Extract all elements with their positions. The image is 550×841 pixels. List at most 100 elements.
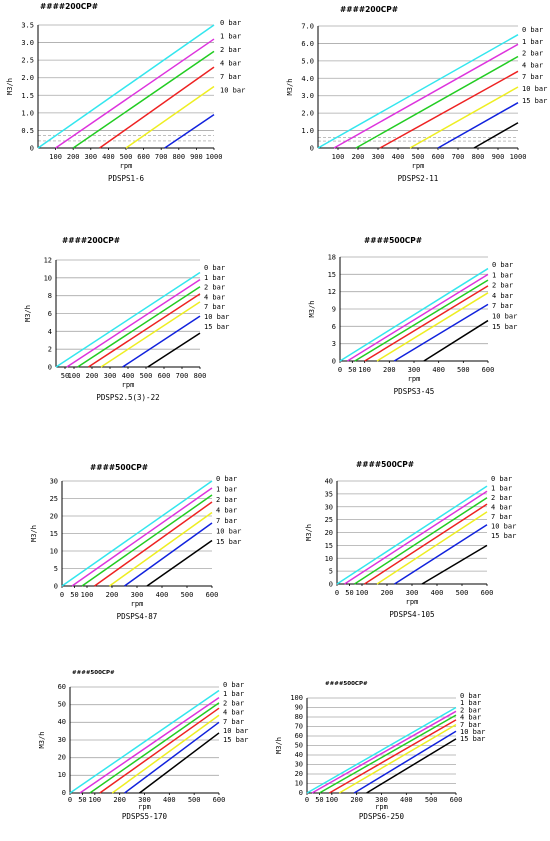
y-axis-label: M3/h	[24, 305, 32, 322]
y-tick-label: 2	[48, 346, 52, 354]
x-tick-label: 100	[49, 153, 62, 161]
y-tick-label: 40	[58, 718, 66, 726]
x-tick-label: 100	[68, 372, 81, 380]
x-tick-label: 500	[457, 366, 470, 374]
series-line	[354, 279, 489, 362]
legend-label: 1 bar	[522, 38, 543, 46]
x-tick-label: 200	[381, 589, 394, 597]
x-tick-label: 300	[84, 153, 97, 161]
chart-title: PDSPS2.5(3)-22	[96, 393, 159, 402]
x-axis-label: rpm	[408, 375, 421, 383]
legend-label: 1 bar	[220, 33, 241, 41]
y-tick-label: 20	[295, 770, 303, 778]
legend-label: 15 bar	[492, 323, 517, 331]
x-tick-label: 400	[400, 796, 413, 804]
y-tick-label: 1.5	[21, 92, 34, 100]
series-line	[347, 273, 489, 362]
legend-label: 10 bar	[220, 87, 245, 95]
y-tick-label: 0	[54, 583, 58, 591]
y-axis-label: M3/h	[275, 737, 283, 754]
series-line	[89, 702, 220, 794]
x-tick-label: 100	[89, 796, 102, 804]
legend-label: 10 bar	[491, 523, 516, 531]
legend-label: 2 bar	[204, 284, 225, 292]
legend-label: 0 bar	[216, 475, 237, 483]
y-tick-label: 20	[50, 513, 58, 521]
legend-label: 10 bar	[460, 728, 485, 736]
x-tick-label: 800	[194, 372, 207, 380]
chart-1: ####200CP# 0 0.5 1.0 1.5 2.0 2.5 3.0 3.5 100 200 30…	[6, 2, 245, 183]
x-tick-label: 600	[206, 591, 219, 599]
chart-note: ####200CP#	[40, 2, 98, 11]
x-tick-label: 600	[158, 372, 171, 380]
y-tick-label: 60	[58, 683, 66, 691]
series-line	[55, 38, 215, 149]
x-tick-label: 800	[172, 153, 185, 161]
y-tick-label: 6	[48, 310, 52, 318]
y-axis-label: M3/h	[286, 79, 294, 96]
y-tick-label: 0	[62, 789, 66, 797]
legend-label: 4 bar	[204, 293, 225, 301]
legend-label: 4 bar	[223, 709, 244, 717]
legend-label: 10 bar	[492, 313, 517, 321]
x-tick-label: 200	[352, 153, 365, 161]
y-tick-label: 12	[44, 257, 52, 265]
x-tick-label: 300	[372, 153, 385, 161]
y-tick-label: 20	[325, 529, 333, 537]
x-tick-label: 400	[432, 366, 445, 374]
y-tick-label: 2.5	[21, 57, 34, 65]
y-tick-label: 4	[48, 328, 52, 336]
series-line	[364, 285, 489, 362]
series-line	[100, 301, 201, 368]
series-line	[437, 102, 519, 149]
chart-note: ####500CP#	[325, 681, 368, 687]
x-tick-label: 100	[332, 153, 345, 161]
series-line	[423, 319, 489, 362]
x-tick-label: 500	[188, 796, 201, 804]
x-tick-label: 500	[140, 372, 153, 380]
series-line	[366, 738, 457, 794]
x-tick-label: 300	[138, 796, 151, 804]
legend-label: 2 bar	[220, 46, 241, 54]
y-tick-label: 0	[329, 581, 333, 589]
legend-label: 2 bar	[460, 706, 481, 714]
legend-label: 7 bar	[460, 721, 481, 729]
legend-label: 15 bar	[491, 532, 516, 540]
series-line	[333, 43, 519, 149]
series-line	[317, 34, 519, 149]
legend-label: 1 bar	[460, 699, 481, 707]
y-tick-label: 12	[328, 288, 336, 296]
series-line	[61, 480, 213, 587]
x-tick-label: 900	[492, 153, 505, 161]
series-line	[164, 113, 215, 149]
x-tick-label: 200	[106, 591, 119, 599]
y-axis-label: M3/h	[305, 524, 313, 541]
y-tick-label: 15	[325, 542, 333, 550]
chart-note: ####500CP#	[356, 460, 414, 469]
legend-label: 7 bar	[522, 73, 543, 81]
legend-label: 0 bar	[460, 692, 481, 700]
y-tick-label: 40	[295, 751, 303, 759]
x-tick-label: 200	[86, 372, 99, 380]
y-tick-label: 30	[295, 760, 303, 768]
y-tick-label: 25	[50, 495, 58, 503]
series-line	[344, 490, 488, 585]
y-tick-label: 15	[328, 271, 336, 279]
x-tick-label: 300	[408, 366, 421, 374]
y-tick-label: 5	[329, 568, 333, 576]
x-tick-label: 600	[432, 153, 445, 161]
legend-label: 0 bar	[492, 261, 513, 269]
y-tick-label: 90	[295, 703, 303, 711]
series-line	[311, 710, 457, 794]
x-tick-label: 400	[392, 153, 405, 161]
x-tick-label: 400	[163, 796, 176, 804]
y-axis-label: M3/h	[38, 732, 46, 749]
series-line	[376, 292, 489, 362]
legend-label: 2 bar	[216, 496, 237, 504]
series-line	[393, 303, 489, 362]
x-tick-label: 400	[102, 153, 115, 161]
legend-label: 7 bar	[216, 517, 237, 525]
series-line	[124, 522, 213, 587]
